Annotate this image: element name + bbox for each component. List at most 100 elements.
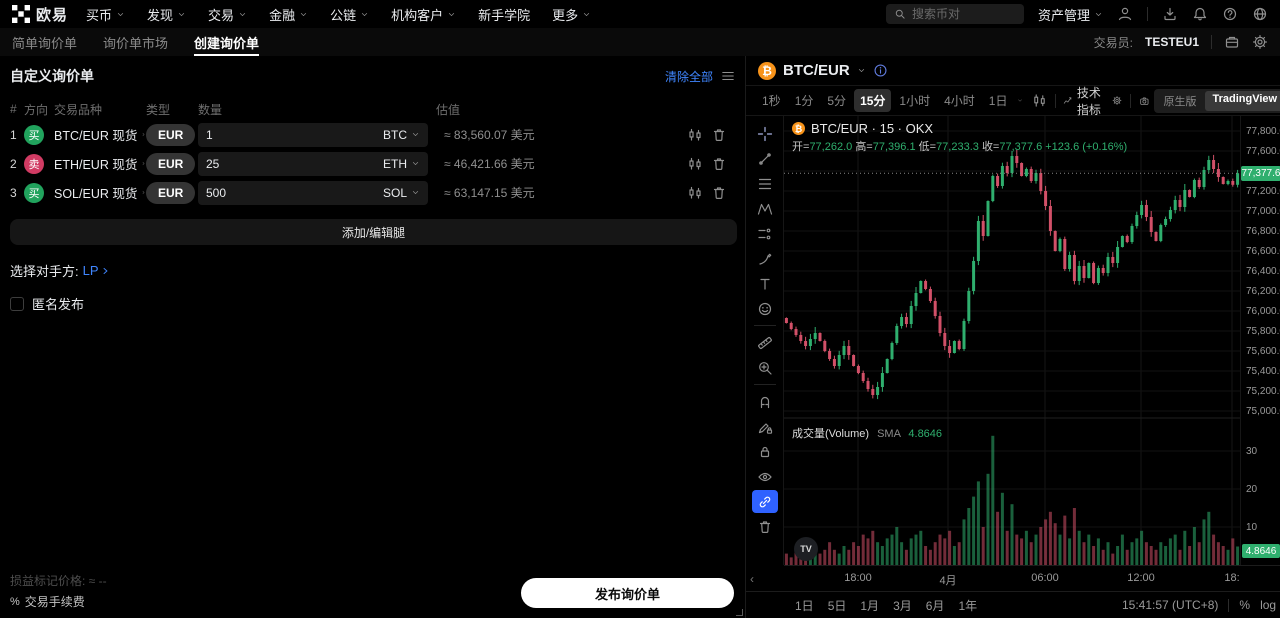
nav-item-发现[interactable]: 发现 [147,5,186,24]
ruler-tool[interactable] [752,331,778,354]
indicators-button[interactable]: 技术指标 [1063,84,1108,118]
candlestick-plot[interactable]: ₿ BTC/EUR · 15 · OKX 开=77,262.0 高=77,396… [784,116,1240,565]
pair-selector[interactable]: ETH/EUR 现货 [54,154,146,173]
pair-selector[interactable]: BTC/EUR 现货 [54,125,146,144]
notifications-bell-icon[interactable] [1192,6,1208,22]
toolbar-divider [753,325,776,326]
fib-retracement-tool[interactable] [752,172,778,195]
okx-logo[interactable]: 欧易 [12,4,68,25]
counterparty-link[interactable]: LP [83,263,110,278]
lock-tool[interactable] [752,440,778,463]
quantity-field[interactable]: 25 ETH [198,151,428,176]
chart-symbol[interactable]: BTC/EUR [783,62,850,79]
type-pill[interactable]: EUR [146,181,196,204]
range-1年[interactable]: 1年 [958,598,978,613]
timeframe-1日[interactable]: 1日 [988,94,1008,108]
xabcd-pattern-tool[interactable] [752,197,778,220]
currency-select[interactable]: SOL [383,186,420,200]
nav-item-新手学院[interactable]: 新手学院 [478,5,530,24]
range-1日[interactable]: 1日 [795,598,814,613]
long-position-tool[interactable] [752,222,778,245]
info-icon[interactable] [873,63,888,78]
currency-select[interactable]: BTC [383,128,420,142]
language-globe-icon[interactable] [1252,6,1268,22]
chevron-down-icon[interactable] [857,66,866,75]
tab-简单询价单[interactable]: 简单询价单 [12,35,78,51]
range-5日[interactable]: 5日 [827,598,847,613]
type-pill[interactable]: EUR [146,123,196,146]
ohlc-label: 高= [855,141,873,153]
help-icon[interactable] [1222,6,1238,22]
chart-settings-gear-icon[interactable] [1112,93,1122,108]
nav-item-交易[interactable]: 交易 [208,5,247,24]
timeframe-more-icon[interactable] [1017,96,1023,105]
publish-rfq-button[interactable]: 发布询价单 [521,578,734,608]
trend-line-tool[interactable] [752,147,778,170]
timeframe-1秒[interactable]: 1秒 [762,94,781,108]
percent-scale-toggle[interactable]: % [1239,598,1251,612]
mini-chart-icon[interactable] [687,185,703,201]
clear-all-link[interactable]: 清除全部 [664,69,713,84]
pair-selector[interactable]: SOL/EUR 现货 [54,183,146,202]
time-tick: 12:00 [1127,572,1155,584]
range-1月[interactable]: 1月 [860,598,880,613]
tab-创建询价单[interactable]: 创建询价单 [194,28,260,56]
text-tool-tool[interactable] [752,272,778,295]
tradingview-watermark[interactable]: TV [794,537,818,561]
emoji-tool[interactable] [752,297,778,320]
timeframe-4小时[interactable]: 4小时 [944,94,975,108]
mini-chart-icon[interactable] [687,127,703,143]
panel-resize-handle[interactable] [736,609,743,616]
add-edit-legs-button[interactable]: 添加/编辑腿 [10,219,737,245]
estimated-value: ≈ 83,560.07 美元 [444,128,535,142]
time-axis[interactable]: ‹ 18:00 4月 06:00 12:00 18: [750,565,1280,591]
settings-gear-icon[interactable] [1252,34,1268,50]
version-TradingView[interactable]: TradingView [1204,90,1280,111]
range-6月[interactable]: 6月 [925,598,945,613]
search-input[interactable] [911,7,1012,21]
briefcase-icon[interactable] [1224,34,1240,50]
screenshot-camera-icon[interactable] [1139,93,1150,109]
trading-fee-label[interactable]: 交易手续费 [24,595,85,609]
delete-leg-icon[interactable] [711,156,727,172]
mini-chart-icon[interactable] [687,156,703,172]
currency-select[interactable]: ETH [383,157,420,171]
brush-tool[interactable] [752,247,778,270]
type-pill[interactable]: EUR [146,152,196,175]
anonymous-checkbox[interactable] [10,296,24,311]
version-原生版[interactable]: 原生版 [1163,95,1197,108]
nav-item-买币[interactable]: 买币 [86,5,125,24]
nav-item-公链[interactable]: 公链 [330,5,369,24]
range-3月[interactable]: 3月 [893,598,912,613]
chart-clock[interactable]: 15:41:57 (UTC+8) [1122,598,1219,612]
candle-style-icon[interactable] [1032,93,1047,108]
download-icon[interactable] [1162,6,1178,22]
delete-leg-icon[interactable] [711,127,727,143]
menu-icon[interactable] [721,69,735,83]
nav-item-金融[interactable]: 金融 [269,5,308,24]
crosshair-tool[interactable] [752,122,778,145]
link-tool-tool[interactable] [751,490,778,513]
log-scale-toggle[interactable]: log [1260,598,1277,612]
scroll-left-icon[interactable]: ‹ [750,572,754,586]
search-box[interactable] [885,4,1024,24]
nav-item-机构客户[interactable]: 机构客户 [391,5,456,24]
nav-item-更多[interactable]: 更多 [552,5,591,24]
zoom-in-tool[interactable] [752,356,778,379]
magnet-tool[interactable] [752,390,778,413]
timeframe-1小时[interactable]: 1小时 [899,94,931,108]
quantity-field[interactable]: 500 SOL [198,180,428,205]
trash-tool[interactable] [752,515,778,538]
timeframe-1分[interactable]: 1分 [794,94,814,108]
tab-询价单市场[interactable]: 询价单市场 [103,35,169,51]
quantity-field[interactable]: 1 BTC [198,122,428,147]
price-scale[interactable]: 77,800.077,600.077,400.077,200.077,000.0… [1240,116,1280,565]
timeframe-15分[interactable]: 15分 [854,89,892,112]
hide-drawings-tool[interactable] [752,465,778,488]
assets-menu[interactable]: 资产管理 [1038,5,1103,24]
profile-icon[interactable] [1117,6,1133,22]
delete-leg-icon[interactable] [711,185,727,201]
draw-lock-tool[interactable] [752,415,778,438]
timeframe-5分[interactable]: 5分 [827,94,847,108]
